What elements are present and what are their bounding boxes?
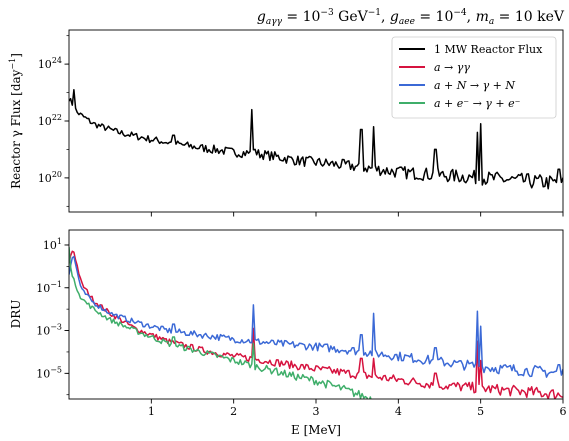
x-tick-label: 6 — [560, 405, 567, 418]
series-line-a-n-n — [69, 255, 563, 378]
bottom-axes-frame — [68, 229, 564, 400]
legend-label-a-e: a + e⁻ → γ + e⁻ — [434, 97, 521, 110]
top-plot-lines — [69, 88, 563, 190]
x-tick-label: 2 — [230, 405, 237, 418]
x-tick-label: 5 — [477, 405, 484, 418]
x-tick-label: 4 — [395, 405, 402, 418]
y-tick-label: 10−3 — [36, 323, 62, 338]
y-tick-label: 1024 — [38, 56, 62, 71]
legend-label-reactor-flux: 1 MW Reactor Flux — [434, 43, 543, 56]
y-tick-label: 10−5 — [36, 365, 62, 380]
top-y-axis-label: Reactor γ Flux [day−1] — [8, 53, 23, 189]
y-tick-label: 101 — [43, 237, 62, 252]
y-tick-label: 1020 — [38, 170, 62, 185]
bottom-x-ticks: 1 2 3 4 5 6 — [148, 399, 567, 418]
top-panel: 1020 1022 1024 Reactor γ Flux [day−1] 1 MW… — [8, 29, 564, 217]
y-tick-label: 10−1 — [36, 280, 62, 295]
bottom-plot-lines — [69, 247, 563, 399]
bottom-y-ticks: 101 10−1 10−3 10−5 — [36, 237, 69, 396]
legend-label-a-n: a + N → γ + N — [434, 79, 515, 92]
top-x-ticks — [150, 212, 564, 217]
series-line-a — [69, 250, 563, 399]
x-tick-label: 1 — [148, 405, 155, 418]
bottom-panel: 101 10−1 10−3 10−5 1 2 3 4 5 6 DRU E [MeV] — [9, 229, 567, 437]
top-y-ticks: 1020 1022 1024 — [38, 35, 69, 207]
x-axis-label: E [MeV] — [291, 423, 341, 437]
series-line-1-mw-reactor-flux — [69, 88, 563, 190]
series-line-a-e-e — [69, 247, 384, 399]
bottom-y-axis-label: DRU — [9, 300, 23, 329]
legend-box — [391, 36, 557, 119]
chart-title: gaγγ = 10−3 GeV−1, gaee = 10−4, ma = 10 … — [257, 8, 565, 27]
series-group — [69, 247, 563, 399]
legend: 1 MW Reactor Flux a → γγ a + N → γ + N a… — [391, 36, 557, 119]
series-group — [69, 88, 563, 190]
x-tick-label: 3 — [313, 405, 320, 418]
legend-label-a-gamma-gamma: a → γγ — [434, 61, 470, 74]
y-tick-label: 1022 — [38, 113, 62, 128]
